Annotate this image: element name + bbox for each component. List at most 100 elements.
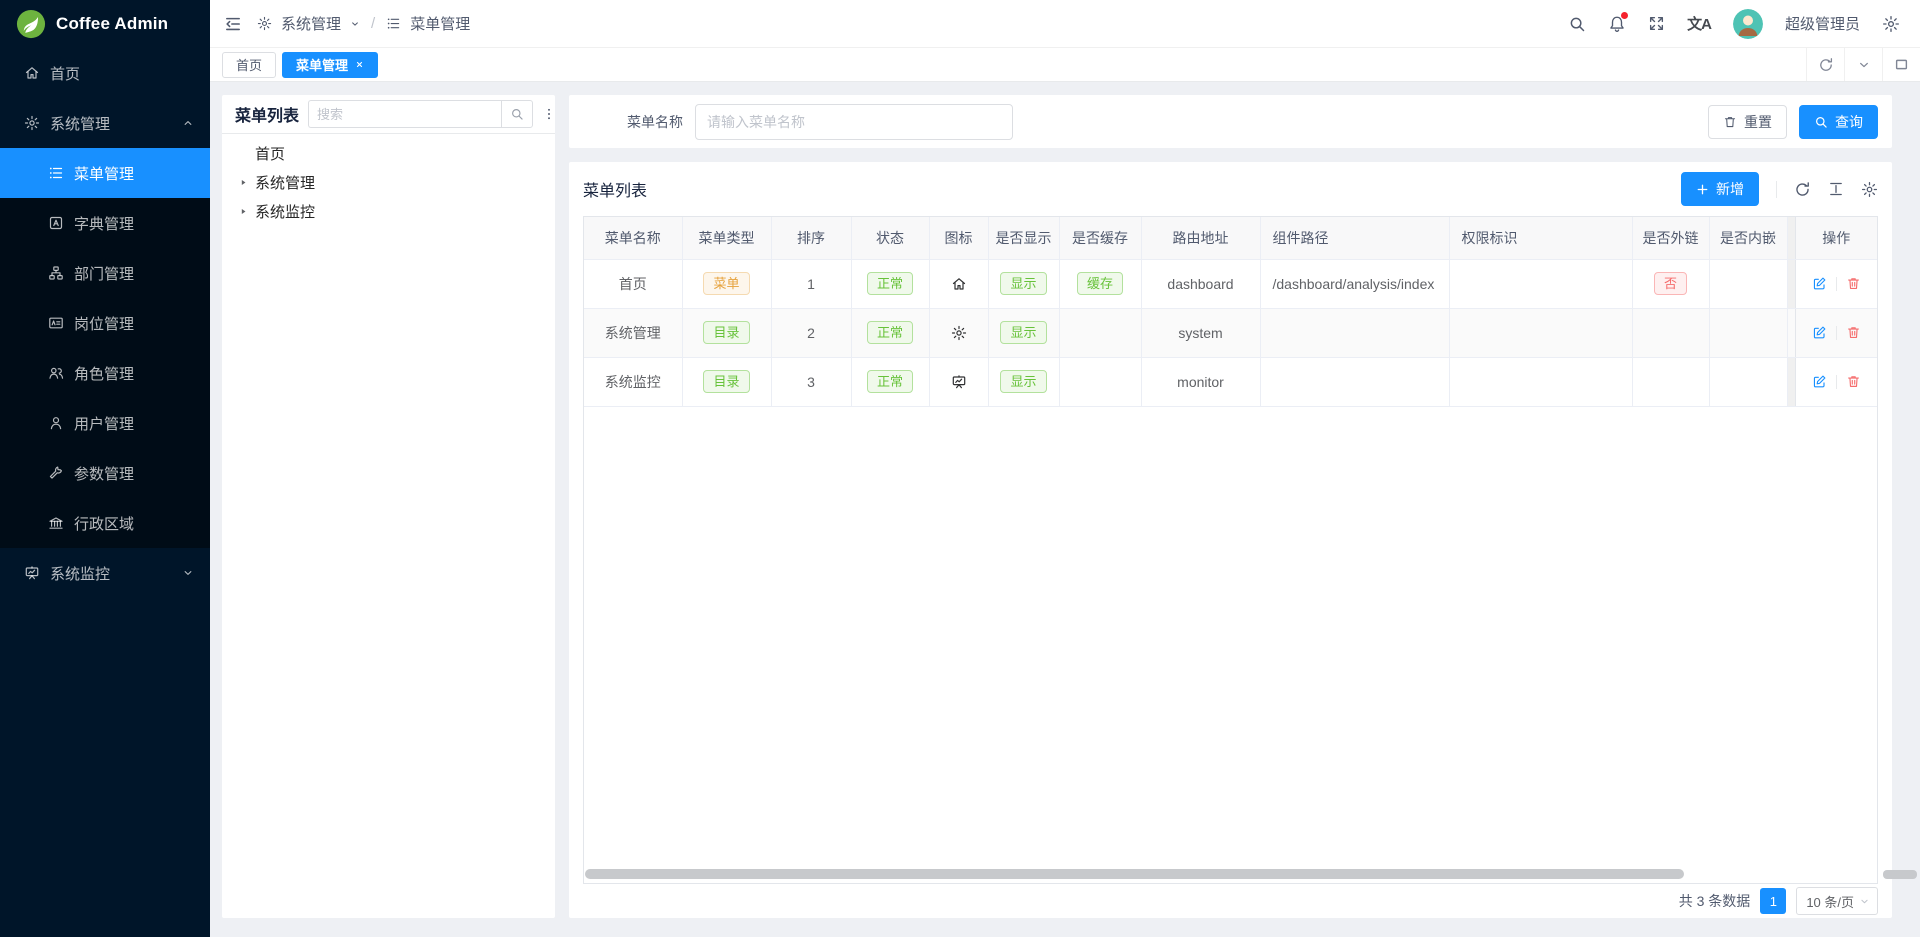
maximize-icon[interactable]	[1882, 48, 1920, 81]
settings-gear-icon[interactable]	[1882, 15, 1900, 33]
edit-icon[interactable]	[1812, 374, 1827, 389]
horizontal-scrollbar[interactable]	[585, 869, 1684, 879]
gear-icon	[257, 16, 272, 31]
menu-table: 菜单名称 菜单类型 排序 状态 图标 是否显示 是否缓存 路由地址 组件路径	[584, 217, 1877, 407]
visible-badge: 显示	[1000, 321, 1047, 344]
trash-icon[interactable]	[1846, 374, 1861, 389]
column-height-icon[interactable]	[1828, 181, 1844, 197]
kebab-menu-icon[interactable]	[542, 106, 556, 122]
cell-status: 正常	[851, 357, 930, 407]
chevron-down-icon	[1859, 896, 1870, 907]
cell-visible: 显示	[988, 259, 1060, 309]
fullscreen-icon[interactable]	[1648, 15, 1665, 32]
sidebar-item-role-mgmt[interactable]: 角色管理	[0, 348, 210, 398]
caret-right-icon[interactable]	[237, 207, 249, 216]
current-username[interactable]: 超级管理员	[1784, 16, 1860, 33]
filter-card: 菜单名称 重置 查询	[569, 95, 1892, 148]
avatar[interactable]	[1732, 8, 1763, 39]
tab-tools	[1806, 48, 1920, 81]
caret-right-icon[interactable]	[237, 178, 249, 187]
trash-icon[interactable]	[1846, 325, 1861, 340]
col-cache: 是否缓存	[1059, 217, 1142, 260]
filter-actions: 重置 查询	[1708, 104, 1878, 139]
cell-embedded	[1709, 259, 1788, 309]
search-icon[interactable]	[1568, 15, 1586, 33]
tree-item-monitor[interactable]: 系统监控	[222, 197, 555, 226]
translate-icon[interactable]: 文A	[1687, 16, 1712, 33]
edit-icon[interactable]	[1812, 276, 1827, 291]
search-icon[interactable]	[501, 100, 534, 128]
sidebar-item-monitor[interactable]: 系统监控	[0, 548, 210, 598]
cell-permission	[1449, 259, 1633, 309]
chevron-down-icon[interactable]	[1844, 48, 1882, 81]
type-badge: 目录	[703, 370, 750, 393]
top-header: 系统管理 / 菜单管理 文A 超级管理员	[210, 0, 1920, 48]
tree-panel-header: 菜单列表	[222, 95, 555, 133]
tab-home[interactable]: 首页	[222, 51, 277, 78]
sidebar-item-dept-mgmt[interactable]: 部门管理	[0, 248, 210, 298]
cell-component: /dashboard/analysis/index	[1260, 259, 1450, 309]
sidebar-item-dict-mgmt[interactable]: 字典管理	[0, 198, 210, 248]
sidebar-submenu-system: 菜单管理 字典管理 部门管理 岗位管理 角色管理 用户管理	[0, 148, 210, 548]
scroll-gutter	[1786, 308, 1796, 358]
menu-tree: 首页 系统管理 系统监控	[222, 134, 555, 231]
tree-item-system[interactable]: 系统管理	[222, 168, 555, 197]
sidebar-item-param-mgmt[interactable]: 参数管理	[0, 448, 210, 498]
page-number-button[interactable]: 1	[1760, 888, 1787, 914]
list-icon	[386, 16, 401, 31]
status-badge: 正常	[866, 370, 913, 393]
menu-fold-icon[interactable]	[224, 15, 242, 33]
cell-external: 否	[1632, 259, 1710, 309]
cell-route: dashboard	[1141, 259, 1261, 309]
refresh-icon[interactable]	[1794, 181, 1811, 198]
tab-label: 首页	[236, 58, 263, 73]
tree-item-label: 首页	[255, 146, 286, 163]
divider	[1835, 374, 1837, 389]
sidebar-item-post-mgmt[interactable]: 岗位管理	[0, 298, 210, 348]
sidebar-item-label: 部门管理	[74, 265, 135, 283]
cell-order: 1	[771, 259, 852, 309]
col-menu-type: 菜单类型	[682, 217, 772, 260]
tree-item-home[interactable]: 首页	[222, 139, 555, 168]
breadcrumb-parent[interactable]: 系统管理	[281, 16, 342, 33]
sidebar-item-home[interactable]: 首页	[0, 48, 210, 98]
divider	[1835, 325, 1837, 340]
sidebar-item-region[interactable]: 行政区域	[0, 498, 210, 548]
cell-route: system	[1141, 308, 1261, 358]
tree-search-group	[308, 100, 534, 128]
scrollbar-corner[interactable]	[1883, 870, 1917, 879]
home-icon	[930, 276, 988, 292]
query-button[interactable]: 查询	[1799, 104, 1878, 139]
table-settings-gear-icon[interactable]	[1861, 181, 1878, 198]
add-button[interactable]: 新增	[1681, 172, 1759, 206]
tree-search-input[interactable]	[308, 100, 502, 128]
trash-icon	[1723, 115, 1737, 129]
sidebar-item-user-mgmt[interactable]: 用户管理	[0, 398, 210, 448]
edit-icon[interactable]	[1812, 325, 1827, 340]
refresh-icon[interactable]	[1806, 48, 1844, 81]
sidebar-item-menu-mgmt[interactable]: 菜单管理	[0, 148, 210, 198]
add-label: 新增	[1716, 181, 1744, 197]
cell-component	[1260, 308, 1450, 358]
trash-icon[interactable]	[1846, 276, 1861, 291]
close-icon[interactable]	[355, 60, 364, 69]
notification-dot	[1621, 11, 1629, 19]
sidebar-item-label: 用户管理	[74, 415, 135, 433]
tab-menu-mgmt[interactable]: 菜单管理	[282, 51, 379, 78]
id-card-icon	[48, 315, 64, 331]
cell-route: monitor	[1141, 357, 1261, 407]
cell-permission	[1449, 308, 1633, 358]
search-icon	[1814, 115, 1828, 129]
cell-permission	[1449, 357, 1633, 407]
cell-component	[1260, 357, 1450, 407]
cell-visible: 显示	[988, 357, 1060, 407]
cell-name: 系统管理	[584, 308, 683, 358]
bell-icon[interactable]	[1608, 11, 1629, 33]
menu-name-input[interactable]	[695, 103, 1013, 140]
sidebar-item-system[interactable]: 系统管理	[0, 98, 210, 148]
reset-button[interactable]: 重置	[1708, 104, 1787, 139]
cache-badge: 缓存	[1076, 272, 1123, 295]
page-size-select[interactable]: 10 条/页	[1796, 887, 1878, 915]
scroll-gutter	[1786, 217, 1796, 260]
